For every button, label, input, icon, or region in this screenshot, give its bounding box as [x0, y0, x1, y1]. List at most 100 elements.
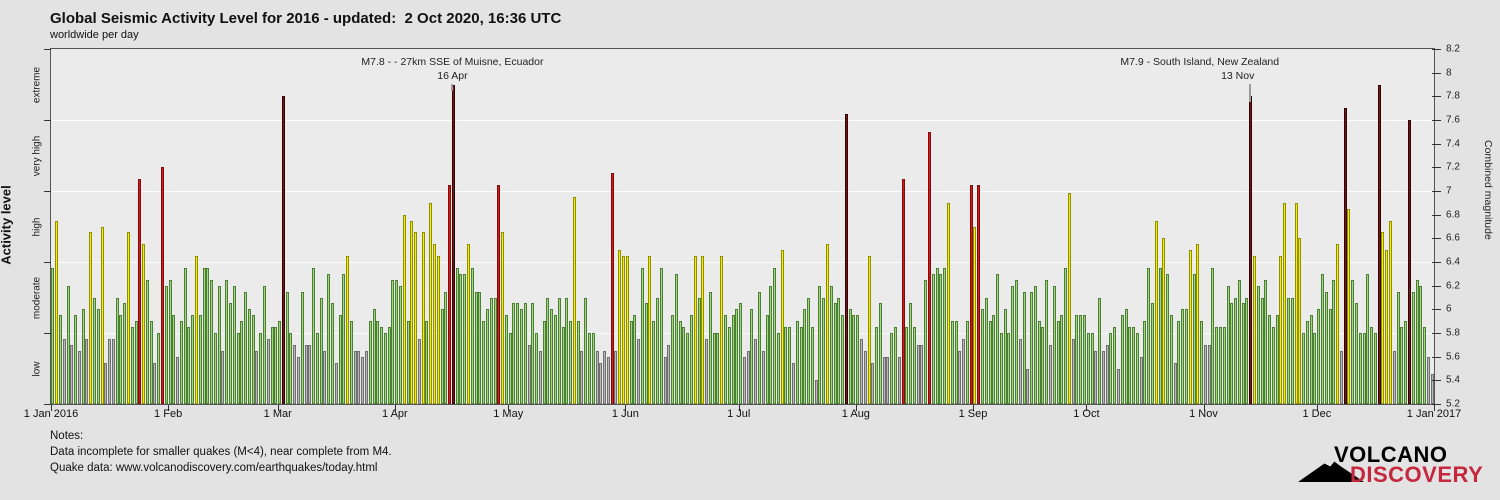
day-bar: [1264, 279, 1268, 404]
day-bar: [576, 321, 580, 404]
day-bar: [429, 202, 433, 404]
day-bar: [739, 303, 743, 404]
day-bar: [693, 256, 697, 404]
day-bar: [1007, 333, 1011, 404]
day-bar: [999, 333, 1003, 404]
day-bar: [402, 214, 406, 404]
day-bar: [610, 173, 614, 404]
day-bar: [176, 356, 180, 404]
day-bar: [349, 321, 353, 404]
day-bar: [1215, 327, 1219, 404]
day-bar: [376, 321, 380, 404]
day-bar: [474, 291, 478, 404]
day-bar: [108, 338, 112, 404]
month-tick: [508, 405, 510, 411]
left-tick: [44, 120, 51, 121]
annotation-text: M7.8 - - 27km SSE of Muisne, Ecuador: [361, 56, 544, 68]
right-tick-label: 7.8: [1446, 90, 1460, 102]
day-bar: [315, 333, 319, 404]
day-bar: [1211, 267, 1215, 404]
day-bar: [1302, 333, 1306, 404]
day-bar: [1423, 327, 1427, 404]
day-bar: [126, 232, 130, 404]
day-bar: [1298, 238, 1302, 404]
day-bar: [463, 273, 467, 404]
day-bar: [1351, 279, 1355, 404]
month-tick: [1086, 405, 1088, 411]
day-bar: [395, 279, 399, 404]
day-bar: [247, 309, 251, 404]
day-bar: [232, 285, 236, 404]
day-bar: [519, 309, 523, 404]
day-bar: [240, 321, 244, 404]
day-bar: [595, 350, 599, 404]
day-bar: [1373, 333, 1377, 404]
day-bar: [1162, 238, 1166, 404]
day-bar: [565, 297, 569, 404]
day-bar: [1022, 291, 1026, 404]
day-bar: [255, 350, 259, 404]
day-bar: [965, 321, 969, 404]
annotation-marker-line: [451, 84, 454, 91]
day-bar: [652, 321, 656, 404]
day-bar: [100, 226, 104, 404]
day-bar: [134, 321, 138, 404]
day-bar: [399, 285, 403, 404]
day-bar: [444, 291, 448, 404]
day-bar: [871, 362, 875, 404]
day-bar: [1283, 202, 1287, 404]
day-bar: [372, 309, 376, 404]
left-tick: [44, 262, 51, 263]
day-bar: [1381, 232, 1385, 404]
day-bar: [1400, 327, 1404, 404]
day-bar: [1287, 297, 1291, 404]
day-bar: [686, 333, 690, 404]
day-bar: [1018, 338, 1022, 404]
day-bar: [123, 303, 127, 404]
day-bar: [882, 356, 886, 404]
day-bar: [489, 297, 493, 404]
volcanodiscovery-logo[interactable]: VOLCANO DISCOVERY: [1298, 442, 1483, 496]
day-bar: [557, 297, 561, 404]
day-bar: [943, 267, 947, 404]
right-tick-label: 7.4: [1446, 138, 1460, 150]
day-bar: [119, 315, 123, 404]
day-bar: [1419, 285, 1423, 404]
month-label: 1 Jan 2016: [23, 408, 79, 420]
day-bar: [920, 344, 924, 404]
day-bar: [304, 344, 308, 404]
day-bar: [754, 338, 758, 404]
day-bar: [912, 327, 916, 404]
day-bar: [1071, 338, 1075, 404]
month-label: 1 Oct: [1073, 408, 1100, 420]
activity-category-label: high: [31, 217, 43, 236]
day-bar: [992, 315, 996, 404]
day-bar: [1169, 315, 1173, 404]
day-bar: [300, 291, 304, 404]
day-bar: [829, 285, 833, 404]
day-bar: [1290, 297, 1294, 404]
day-bar: [278, 321, 282, 404]
day-bar: [259, 333, 263, 404]
day-bar: [1309, 315, 1313, 404]
day-bar: [1275, 315, 1279, 404]
day-bar: [179, 321, 183, 404]
day-bar: [228, 303, 232, 404]
day-bar: [867, 256, 871, 404]
day-bar: [516, 303, 520, 404]
day-bar: [625, 256, 629, 404]
right-tick-label: 5.4: [1446, 374, 1460, 386]
day-bar: [931, 273, 935, 404]
day-bar: [1328, 309, 1332, 404]
right-tick-label: 8.2: [1446, 43, 1460, 55]
day-bar: [837, 297, 841, 404]
notes-source-url[interactable]: Quake data: www.volcanodiscovery.com/ear…: [50, 462, 378, 474]
day-bar: [1143, 321, 1147, 404]
day-bar: [289, 333, 293, 404]
day-bar: [210, 279, 214, 404]
day-bar: [1256, 285, 1260, 404]
month-tick: [1316, 405, 1318, 411]
day-bar: [202, 267, 206, 404]
notes-block: Notes: Data incomplete for smaller quake…: [50, 428, 392, 476]
day-bar: [225, 279, 229, 404]
